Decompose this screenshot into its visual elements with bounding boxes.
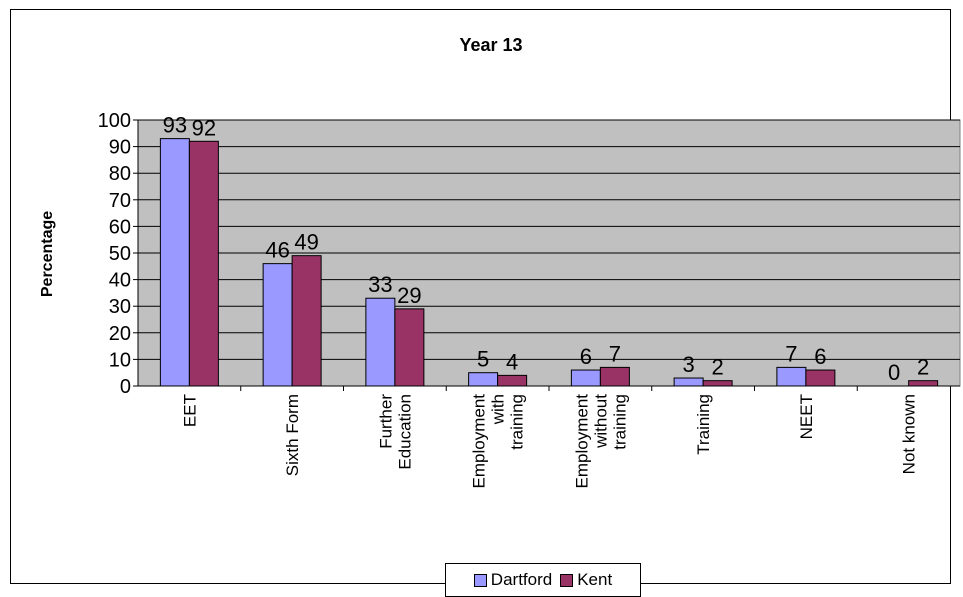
category-label-line: NEET [797, 394, 816, 439]
category-label: Employmentwithouttraining [572, 394, 629, 489]
category-label-line: Not known [900, 394, 919, 474]
data-label: 93 [163, 113, 187, 138]
data-label: 49 [294, 230, 318, 255]
data-label: 7 [609, 341, 621, 366]
bar [468, 372, 499, 387]
category-label-line: with [489, 394, 508, 425]
y-tick-label: 0 [120, 376, 131, 398]
chart-title: Year 13 [459, 35, 522, 55]
y-tick-label: 50 [109, 243, 131, 265]
category-label-line: Further [376, 394, 395, 449]
category-label: Training [694, 394, 713, 455]
category-label-line: training [508, 394, 527, 450]
legend-item: Kent [560, 570, 612, 590]
category-label: Not known [900, 394, 919, 474]
category-label-line: Sixth Form [283, 394, 302, 476]
category-label: FurtherEducation [376, 394, 414, 470]
category-label-line: without [591, 394, 610, 449]
category-label-line: Education [395, 394, 414, 470]
data-label: 46 [265, 238, 289, 263]
data-label: 29 [397, 283, 421, 308]
data-label: 5 [477, 347, 489, 372]
bar [570, 369, 601, 387]
data-label: 3 [683, 352, 695, 377]
category-label-line: Employment [572, 394, 591, 489]
data-label: 2 [917, 355, 929, 380]
y-axis-label: Percentage [39, 211, 56, 297]
category-label-line: Employment [470, 394, 489, 489]
y-tick-label: 80 [109, 163, 131, 185]
y-tick-label: 100 [98, 110, 131, 132]
data-label: 92 [192, 115, 216, 140]
y-tick-label: 40 [109, 270, 131, 292]
data-label: 0 [888, 360, 900, 385]
data-label: 7 [785, 341, 797, 366]
bar [497, 374, 528, 387]
category-label-line: Training [694, 394, 713, 455]
category-label: Employmentwithtraining [470, 394, 527, 489]
y-tick-label: 70 [109, 190, 131, 212]
data-label: 33 [368, 272, 392, 297]
bar [776, 366, 807, 387]
data-label: 6 [580, 344, 592, 369]
bar [159, 138, 190, 387]
data-label: 4 [506, 349, 518, 374]
bar [262, 263, 293, 387]
bar [702, 380, 733, 387]
legend-label: Kent [577, 570, 613, 589]
legend-label: Dartford [490, 570, 553, 589]
data-label: 2 [712, 355, 724, 380]
bar [394, 308, 425, 387]
category-label-line: EET [180, 394, 199, 427]
legend-item: Dartford [473, 570, 553, 590]
y-tick-label: 20 [109, 323, 131, 345]
bar [599, 366, 630, 387]
category-label: NEET [797, 394, 816, 439]
bar [188, 140, 219, 387]
bar [291, 255, 322, 387]
bar [908, 380, 939, 387]
y-tick-label: 90 [109, 137, 131, 159]
category-label: Sixth Form [283, 394, 302, 476]
category-label: EET [180, 394, 199, 427]
category-label-line: training [610, 394, 629, 450]
data-label: 6 [814, 344, 826, 369]
y-tick-label: 10 [109, 349, 131, 371]
y-tick-label: 60 [109, 216, 131, 238]
y-tick-label: 30 [109, 296, 131, 318]
bar [365, 297, 396, 387]
bar [673, 377, 704, 387]
chart-svg: Year 13 Percentage 010203040506070809010… [39, 35, 961, 489]
bar [805, 369, 836, 387]
legend: Dartford Kent [445, 563, 641, 597]
